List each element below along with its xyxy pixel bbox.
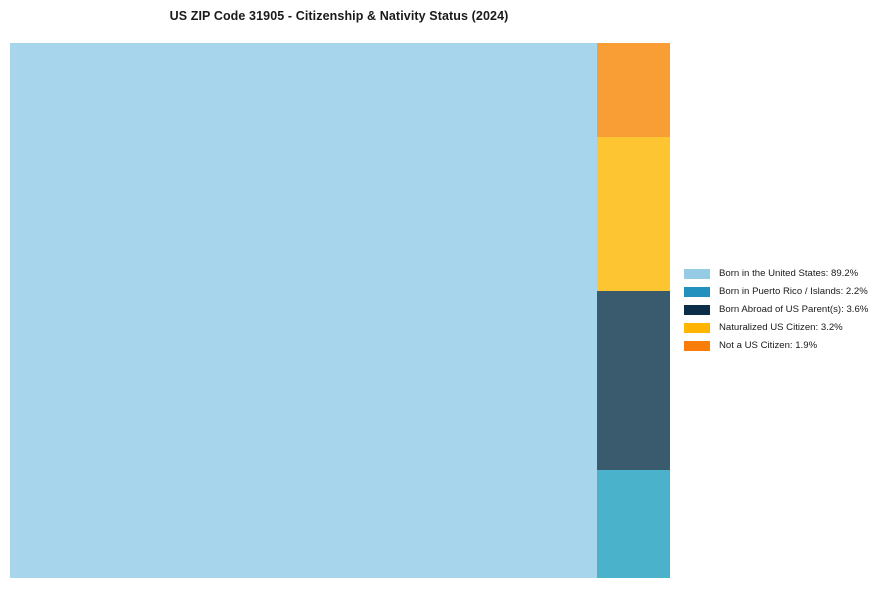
treemap-tile[interactable] bbox=[597, 137, 670, 291]
legend-swatch bbox=[684, 305, 710, 315]
treemap-tile[interactable] bbox=[597, 43, 670, 137]
treemap-tile[interactable] bbox=[597, 470, 670, 578]
legend-swatch bbox=[684, 287, 710, 297]
legend-item[interactable]: Not a US Citizen: 1.9% bbox=[684, 337, 884, 355]
chart-title: US ZIP Code 31905 - Citizenship & Nativi… bbox=[169, 9, 509, 23]
chart-legend: Born in the United States: 89.2% Born in … bbox=[684, 265, 884, 355]
legend-label: Born in the United States: 89.2% bbox=[719, 268, 859, 280]
legend-item[interactable]: Born in Puerto Rico / Islands: 2.2% bbox=[684, 283, 884, 301]
legend-label: Not a US Citizen: 1.9% bbox=[719, 340, 818, 352]
treemap-plot-area bbox=[10, 43, 670, 578]
legend-item[interactable]: Born Abroad of US Parent(s): 3.6% bbox=[684, 301, 884, 319]
legend-item[interactable]: Naturalized US Citizen: 3.2% bbox=[684, 319, 884, 337]
legend-label: Born in Puerto Rico / Islands: 2.2% bbox=[719, 286, 868, 298]
legend-swatch bbox=[684, 341, 710, 351]
treemap-tile[interactable] bbox=[597, 291, 670, 470]
treemap-tile[interactable] bbox=[10, 43, 597, 578]
legend-item[interactable]: Born in the United States: 89.2% bbox=[684, 265, 884, 283]
legend-swatch bbox=[684, 323, 710, 333]
legend-label: Naturalized US Citizen: 3.2% bbox=[719, 322, 843, 334]
legend-label: Born Abroad of US Parent(s): 3.6% bbox=[719, 304, 869, 316]
legend-swatch bbox=[684, 269, 710, 279]
